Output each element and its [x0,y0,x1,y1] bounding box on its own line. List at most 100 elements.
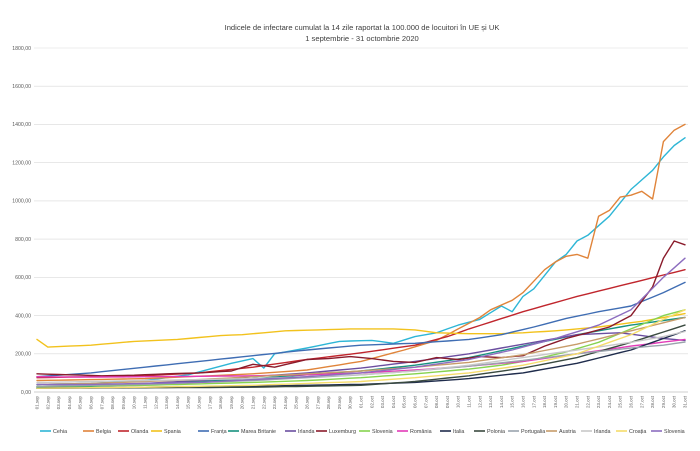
x-tick-label: 29.oct [661,395,666,408]
legend-label: Portugalia [521,429,545,435]
x-tick-label: 04.oct [391,395,396,408]
legend-label: Franța [211,429,227,435]
x-tick-label: 25.oct [618,395,623,408]
series-lines [36,123,686,389]
legend-label: România [410,429,432,435]
series-line-1 [36,123,686,382]
y-tick-label: 1400,00 [12,122,31,128]
x-tick-label: 03.sep [56,395,61,409]
x-tick-label: 02.oct [369,395,374,408]
x-tick-label: 05.oct [402,395,407,408]
legend: Cehia Belgia Olanda Spania Franța Marea Brita… [40,429,685,435]
x-tick-label: 03.oct [380,395,385,408]
x-tick-label: 01.sep [35,395,40,409]
series-line-13 [36,316,686,386]
legend-label: Belgia [96,429,111,435]
x-tick-label: 18.sep [218,395,223,409]
y-tick-label: 200,00 [15,352,31,358]
series-line-3 [36,312,686,348]
series-line-7 [36,240,686,377]
y-tick-label: 1000,00 [12,199,31,205]
legend-label: Irlanda [298,429,314,435]
series-line-15 [36,309,686,389]
x-tick-label: 28.sep [326,395,331,409]
x-tick-label: 10.oct [456,395,461,408]
x-tick-label: 27.sep [315,395,320,409]
y-axis: 0,00 200,00 400,00 600,00 800,00 1000,00 1200,… [12,46,31,396]
y-tick-label: 0,00 [21,390,31,396]
x-tick-label: 23.oct [596,395,601,408]
x-tick-label: 02.sep [45,395,50,409]
x-tick-label: 15.sep [186,395,191,409]
y-tick-label: 400,00 [15,313,31,319]
y-tick-label: 800,00 [15,237,31,243]
y-tick-label: 600,00 [15,275,31,281]
chart-subtitle: 1 septembrie - 31 octombrie 2020 [305,34,419,43]
x-tick-label: 22.sep [261,395,266,409]
legend-label: Polonia [487,429,505,435]
legend-label: Luxemburg [329,429,356,435]
x-tick-label: 30.sep [348,395,353,409]
x-tick-label: 11.oct [467,395,472,407]
legend-label: Croația [629,429,646,435]
series-line-4 [36,281,686,378]
series-line-2 [36,269,686,379]
x-tick-label: 28.oct [650,395,655,408]
x-tick-label: 31.oct [683,395,688,408]
series-line-0 [36,137,686,386]
x-tick-label: 24.sep [283,395,288,409]
x-tick-label: 15.oct [510,395,515,408]
x-tick-label: 06.oct [413,395,418,408]
legend-label: Olanda [131,429,148,435]
chart-title: Indicele de infectare cumulat la 14 zile… [225,23,500,32]
x-tick-label: 05.sep [78,395,83,409]
x-tick-label: 10.sep [132,395,137,409]
legend-label: Spania [164,429,181,435]
x-tick-label: 08.sep [110,395,115,409]
x-tick-label: 17.oct [531,395,536,408]
x-tick-label: 04.sep [67,395,72,409]
x-tick-label: 24.oct [607,395,612,408]
x-tick-label: 22.oct [585,395,590,408]
legend-label: Slovenia [372,429,393,435]
x-tick-label: 19.oct [553,395,558,408]
x-axis: 01.sep 02.sep 03.sep 04.sep 05.sep 06.sep 07.s… [35,395,688,409]
x-tick-label: 23.sep [272,395,277,409]
legend-label: Irlanda [594,429,610,435]
y-tick-label: 1600,00 [12,84,31,90]
legend-label: Austria [559,429,576,435]
x-tick-label: 30.oct [672,395,677,408]
x-tick-label: 07.sep [99,395,104,409]
x-tick-label: 20.oct [564,395,569,408]
x-tick-label: 18.oct [542,395,547,408]
x-tick-label: 09.sep [121,395,126,409]
x-tick-label: 21.sep [251,395,256,409]
x-tick-label: 13.sep [164,395,169,409]
x-tick-label: 14.oct [499,395,504,408]
x-tick-label: 26.oct [629,395,634,408]
legend-label: Italia [453,429,464,435]
grid-lines [34,47,688,393]
x-tick-label: 09.oct [445,395,450,408]
y-tick-label: 1200,00 [12,160,31,166]
x-tick-label: 19.sep [229,395,234,409]
series-line-8 [36,309,686,387]
x-tick-label: 12.sep [153,395,158,409]
x-tick-label: 20.sep [240,395,245,409]
x-tick-label: 06.sep [89,395,94,409]
y-tick-label: 1800,00 [12,46,31,52]
x-tick-label: 01.oct [359,395,364,408]
legend-label: Cehia [53,429,67,435]
series-line-10 [36,330,686,389]
x-tick-label: 17.sep [207,395,212,409]
x-tick-label: 25.sep [294,395,299,409]
x-tick-label: 13.oct [488,395,493,408]
series-line-16 [36,257,686,386]
x-tick-label: 16.sep [197,395,202,409]
x-tick-label: 16.oct [521,395,526,408]
x-tick-label: 12.oct [477,395,482,408]
x-tick-label: 07.oct [423,395,428,408]
x-tick-label: 14.sep [175,395,180,409]
x-tick-label: 27.oct [639,395,644,408]
